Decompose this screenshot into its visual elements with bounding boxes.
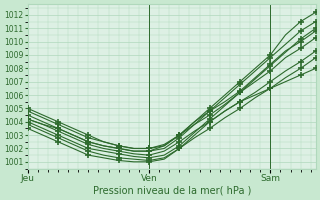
X-axis label: Pression niveau de la mer( hPa ): Pression niveau de la mer( hPa ) — [92, 186, 251, 196]
